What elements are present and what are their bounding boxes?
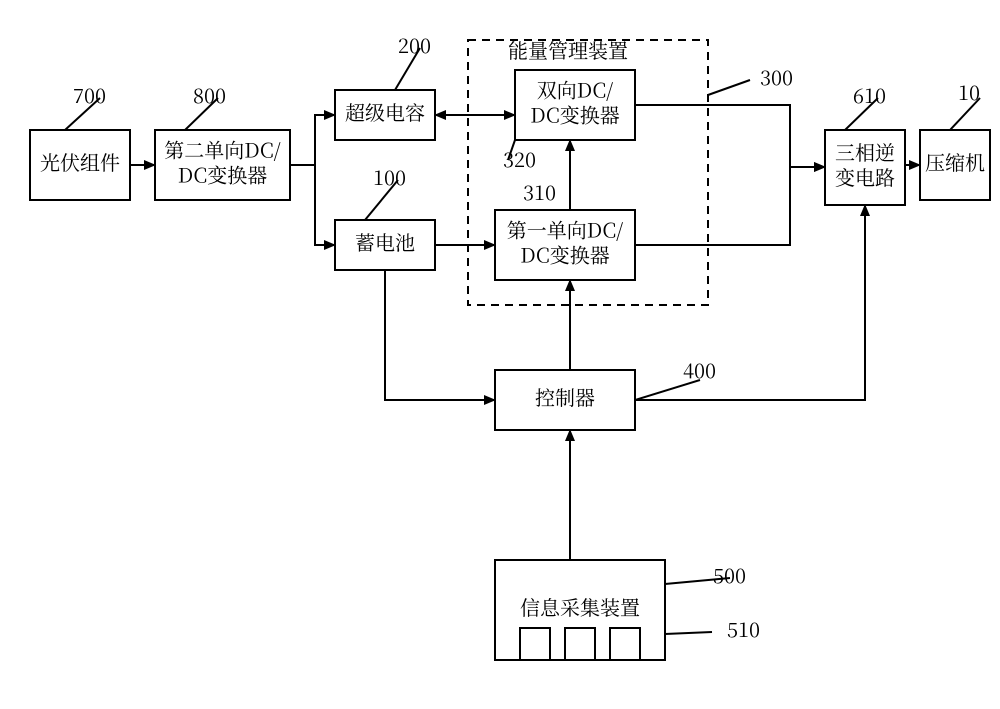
sampler-port-2	[610, 628, 640, 660]
label-text: 400	[683, 355, 716, 384]
edge-battery-ctrl	[385, 270, 495, 400]
edge-dc2-battery	[290, 165, 335, 245]
label-text: 控制器	[535, 382, 595, 411]
edge-dc2-supercap	[290, 115, 335, 165]
label-text: 700	[73, 80, 106, 109]
label-text: 蓄电池	[355, 227, 415, 256]
label-text: 压缩机	[925, 147, 985, 176]
label-text: 第二单向DC/DC变换器	[164, 135, 280, 189]
label-text: 双向DC/DC变换器	[530, 75, 619, 129]
label-text: 三相逆变电路	[835, 137, 895, 191]
sampler-port-0	[520, 628, 550, 660]
leader-300	[708, 80, 750, 95]
label-text: 能量管理装置	[508, 35, 628, 64]
label-text: 10	[958, 77, 980, 106]
label-text: 信息采集装置	[520, 592, 640, 621]
edge-bidc-inverter	[635, 105, 825, 167]
label-text: 310	[523, 177, 556, 206]
label-text: 300	[760, 62, 793, 91]
label-text: 320	[503, 144, 536, 173]
label-text: 第一单向DC/DC变换器	[507, 215, 623, 269]
label-text: 超级电容	[345, 97, 425, 126]
label-text: 500	[713, 560, 746, 589]
label-text: 100	[373, 162, 406, 191]
label-text: 800	[193, 80, 226, 109]
sampler-port-1	[565, 628, 595, 660]
edge-ctrl-inverter	[635, 205, 865, 400]
block-diagram: 能量管理装置 300 光伏组件 700 第二单向DC/DC变换器 800 超级电容 200 蓄电…	[0, 0, 1000, 709]
edge-unidc1-inverter	[635, 167, 825, 245]
label-text: 610	[853, 80, 886, 109]
label-text: 510	[727, 614, 760, 643]
leader-510	[665, 632, 712, 634]
label-text: 光伏组件	[40, 147, 120, 176]
label-text: 200	[398, 30, 431, 59]
